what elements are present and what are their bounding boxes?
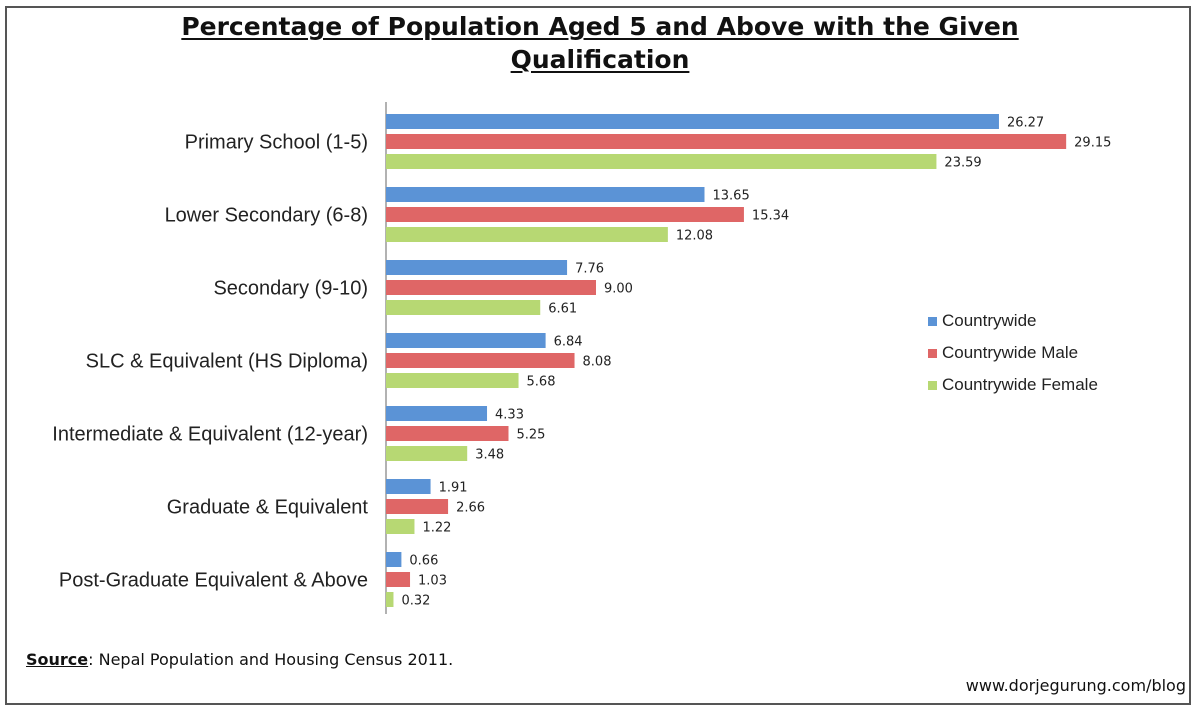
value-label: 1.91 [439, 481, 468, 496]
bar-female-4 [386, 446, 468, 461]
source-label: Source [26, 650, 89, 669]
value-label: 6.84 [554, 335, 583, 350]
value-label: 29.15 [1074, 136, 1111, 151]
value-label: 6.61 [548, 302, 577, 317]
category-label: SLC & Equivalent (HS Diploma) [86, 351, 368, 373]
value-label: 0.32 [401, 594, 430, 609]
bar-female-0 [386, 154, 937, 169]
legend: Countrywide Countrywide Male Countrywide F… [928, 305, 1098, 401]
bar-countrywide-5 [386, 479, 431, 494]
value-label: 12.08 [676, 229, 713, 244]
bar-female-6 [386, 592, 394, 607]
legend-item: Countrywide Female [928, 369, 1098, 401]
category-label: Primary School (1-5) [185, 132, 368, 154]
bar-countrywide-4 [386, 406, 488, 421]
category-label: Lower Secondary (6-8) [165, 205, 368, 227]
legend-label: Countrywide [942, 311, 1037, 330]
bar-female-5 [386, 519, 415, 534]
bar-male-6 [386, 572, 411, 587]
legend-swatch [928, 380, 937, 390]
value-label: 1.03 [418, 574, 447, 589]
value-label: 26.27 [1007, 116, 1044, 131]
value-label: 2.66 [456, 501, 485, 516]
value-label: 8.08 [583, 355, 612, 370]
bar-countrywide-6 [386, 552, 402, 567]
bar-countrywide-3 [386, 333, 546, 348]
bar-male-5 [386, 499, 449, 514]
bar-male-1 [386, 207, 744, 222]
bar-male-3 [386, 353, 575, 368]
bar-male-4 [386, 426, 509, 441]
chart-title: Percentage of Population Aged 5 and Abov… [181, 12, 1019, 74]
value-label: 7.76 [575, 262, 604, 277]
bar-countrywide-2 [386, 260, 568, 275]
value-label: 1.22 [422, 521, 451, 536]
value-label: 3.48 [475, 448, 504, 463]
legend-label: Countrywide Male [942, 343, 1079, 362]
legend-swatch [928, 316, 937, 326]
watermark-url: www.dorjegurung.com/blog [965, 676, 1186, 695]
value-label: 9.00 [604, 282, 633, 297]
value-label: 5.68 [527, 375, 556, 390]
source-note: Source: Nepal Population and Housing Cen… [26, 650, 453, 669]
value-label: 15.34 [752, 209, 789, 224]
value-label: 13.65 [713, 189, 750, 204]
category-labels-group: Primary School (1-5) Lower Secondary (6-8… [52, 132, 368, 592]
bar-countrywide-0 [386, 114, 999, 129]
source-text: : Nepal Population and Housing Census 20… [88, 650, 454, 669]
legend-label: Countrywide Female [942, 375, 1098, 394]
bar-female-2 [386, 300, 541, 315]
value-label: 4.33 [495, 408, 524, 423]
legend-item: Countrywide Male [928, 337, 1098, 369]
category-label: Post-Graduate Equivalent & Above [59, 570, 368, 592]
bars-group [386, 114, 1067, 607]
value-label: 0.66 [409, 554, 438, 569]
value-label: 5.25 [517, 428, 546, 443]
category-label: Graduate & Equivalent [167, 497, 369, 519]
legend-item: Countrywide [928, 305, 1098, 337]
bar-female-1 [386, 227, 668, 242]
category-label: Intermediate & Equivalent (12-year) [52, 424, 368, 446]
value-label: 23.59 [944, 156, 981, 171]
category-label: Secondary (9-10) [213, 278, 368, 300]
bar-male-0 [386, 134, 1067, 149]
bar-male-2 [386, 280, 596, 295]
bar-countrywide-1 [386, 187, 705, 202]
bar-female-3 [386, 373, 519, 388]
legend-swatch [928, 348, 937, 358]
